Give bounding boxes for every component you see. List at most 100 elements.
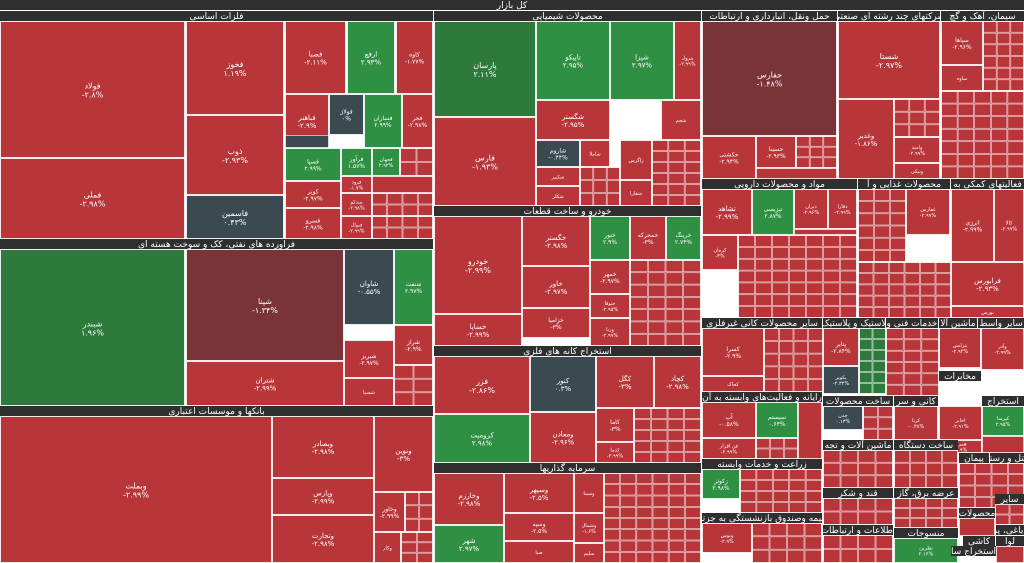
treemap-tile[interactable]: دیران-۲.۹۶% xyxy=(794,189,828,229)
treemap-tile[interactable]: کدما-۲.۹۹% xyxy=(596,442,634,463)
treemap-tile[interactable]: وپارس-۲.۹۹% xyxy=(272,478,374,515)
treemap-tile[interactable]: حفارس-۱.۴۸% xyxy=(702,21,837,136)
sector-header[interactable]: ساخت دستگاه xyxy=(894,439,958,451)
sector-header[interactable]: سرمایه گذاریها xyxy=(434,462,701,474)
sector-header[interactable]: حمل ونقل، انبارداری و ارتباطات xyxy=(702,11,837,22)
treemap-tile-filler[interactable] xyxy=(794,229,857,235)
treemap-tile-filler[interactable] xyxy=(894,99,940,137)
sector-header[interactable]: منسوجات xyxy=(894,528,958,539)
treemap-tile[interactable]: کگل-۳% xyxy=(596,356,654,408)
treemap-tile[interactable]: کسرا-۲.۹% xyxy=(702,328,764,376)
treemap-tile[interactable]: سپاها-۲.۹۶% xyxy=(941,21,983,65)
treemap-tile[interactable]: شکبیر xyxy=(536,167,580,186)
treemap-tile[interactable]: وبملت-۲.۹۹% xyxy=(0,416,272,563)
treemap-tile[interactable]: اخابر-۲.۹۱% xyxy=(939,406,982,440)
treemap-tile[interactable]: وسپه-۲.۵% xyxy=(504,513,574,541)
treemap-tile[interactable]: ونوین-۳% xyxy=(374,416,433,492)
sector-header[interactable]: فراورده های نفتی، کک و سوخت هسته ای xyxy=(0,239,433,250)
treemap-tile-filler[interactable] xyxy=(604,473,701,563)
treemap-tile[interactable]: فارس-۱.۹۳% xyxy=(434,117,536,206)
sector-header[interactable]: شرکتهای چند رشته ای صنعتی xyxy=(833,11,945,22)
treemap-tile[interactable]: ورنا-۲.۹۹% xyxy=(590,318,630,346)
treemap-tile[interactable]: وبصادر-۲.۹۸% xyxy=(272,416,374,478)
treemap-tile[interactable]: شراز-۲.۹% xyxy=(394,325,433,365)
treemap-tile-filler[interactable] xyxy=(995,504,1024,525)
sector-header[interactable]: زراعت و خدمات وابسته xyxy=(702,459,822,470)
treemap-tile[interactable]: تشاهد-۲.۹۹% xyxy=(702,189,752,235)
treemap-tile[interactable]: کخاک xyxy=(702,376,764,392)
treemap-tile[interactable]: زاگرس xyxy=(620,140,652,180)
treemap-tile[interactable]: شپنا-۱.۳۴% xyxy=(186,249,344,361)
sector-header[interactable]: عرضه برق، گاز xyxy=(894,487,958,499)
treemap-tile[interactable]: کویر-۲.۹۷% xyxy=(285,181,341,208)
treemap-tile-filler[interactable] xyxy=(738,235,857,318)
sector-header[interactable]: مخابرات xyxy=(939,371,981,382)
treemap-tile[interactable]: وغدیر-۱.۸۶% xyxy=(838,99,894,179)
treemap-tile[interactable]: کالا-۲.۹۹% xyxy=(994,189,1024,262)
treemap-tile[interactable]: کچاد-۲.۹۸% xyxy=(654,356,701,408)
treemap-tile[interactable]: حکشتی-۲.۹۴% xyxy=(702,136,756,179)
sector-header[interactable]: اطلاعات و ارتباطات xyxy=(821,525,896,536)
sector-header[interactable]: پیمان xyxy=(959,453,989,464)
treemap-tile[interactable]: خگستر-۲.۹۸% xyxy=(522,216,590,266)
sector-header[interactable]: استخراج کانه های فلزی xyxy=(434,346,701,357)
sector-header[interactable]: استخراج xyxy=(982,396,1024,407)
sector-header[interactable]: هتل و رستو xyxy=(984,453,1024,464)
treemap-tile[interactable]: ونیکی xyxy=(894,163,940,179)
treemap-tile[interactable]: وکار xyxy=(374,532,401,563)
sector-header[interactable]: ماشین آلا xyxy=(939,317,977,329)
treemap-tile[interactable]: ختوقا-۲.۹۵% xyxy=(590,294,630,318)
treemap-tile[interactable]: شبریز-۲.۹۷% xyxy=(344,340,394,378)
treemap-tile[interactable]: کرتا-۰.۴۸% xyxy=(894,406,938,440)
sector-header[interactable]: محصولات غذایی و آ xyxy=(858,178,950,190)
treemap-tile-filler[interactable] xyxy=(372,176,433,193)
treemap-tile-filler[interactable] xyxy=(400,148,433,176)
treemap-tile[interactable]: فرود-۱.۷% xyxy=(341,176,372,193)
sector-header[interactable]: دباغی، پر xyxy=(992,525,1024,536)
treemap-tile-filler[interactable] xyxy=(285,135,329,148)
treemap-tile-filler[interactable] xyxy=(634,408,701,463)
sector-header[interactable]: کاشی xyxy=(963,536,995,547)
treemap-tile-filler[interactable] xyxy=(886,328,939,396)
treemap-tile[interactable]: دفارا-۲.۹۹% xyxy=(828,189,857,229)
treemap-tile-filler[interactable] xyxy=(858,262,951,318)
treemap-tile-filler[interactable] xyxy=(823,450,893,488)
treemap-tile-filler[interactable] xyxy=(941,91,1024,179)
treemap-tile[interactable]: شاملا xyxy=(580,140,610,167)
treemap-tile[interactable]: خساپا-۲.۹۹% xyxy=(434,314,522,346)
sector-header[interactable]: خودرو و ساخت قطعات xyxy=(434,206,701,217)
treemap-tile-filler[interactable] xyxy=(798,402,822,459)
sector-header[interactable]: استخراج سا xyxy=(951,546,996,557)
treemap-tile[interactable]: کاوه-۱.۷۷% xyxy=(396,21,433,94)
sector-header[interactable]: فلزات اساسی xyxy=(0,11,433,22)
treemap-tile-filler[interactable] xyxy=(894,498,958,528)
treemap-tile-filler[interactable] xyxy=(405,492,433,532)
sector-header[interactable]: محصولات شیمیایی xyxy=(434,11,701,22)
treemap-tile[interactable]: فزر-۲.۸۶% xyxy=(434,356,530,414)
treemap-tile-filler[interactable] xyxy=(756,438,798,459)
sector-header[interactable]: کانی و سر xyxy=(894,396,938,407)
treemap-tile[interactable]: شسپا xyxy=(344,378,394,406)
treemap-tile[interactable]: فن افزار-۲.۹۹% xyxy=(702,438,756,459)
treemap-tile[interactable]: شاوان-۰.۵۵% xyxy=(344,249,394,325)
sector-header[interactable]: ساخت محصولات xyxy=(823,396,893,407)
treemap-tile[interactable]: کرمان-۳% xyxy=(702,235,738,270)
sector-header[interactable]: رایانه و فعالیت‌های وابسته به آن xyxy=(702,391,822,403)
sector-header[interactable]: لوا xyxy=(996,536,1024,547)
treemap-tile[interactable]: وسپهر-۲.۵% xyxy=(504,473,574,513)
sector-header[interactable]: فعالیتهای کمکی به xyxy=(951,179,1024,190)
